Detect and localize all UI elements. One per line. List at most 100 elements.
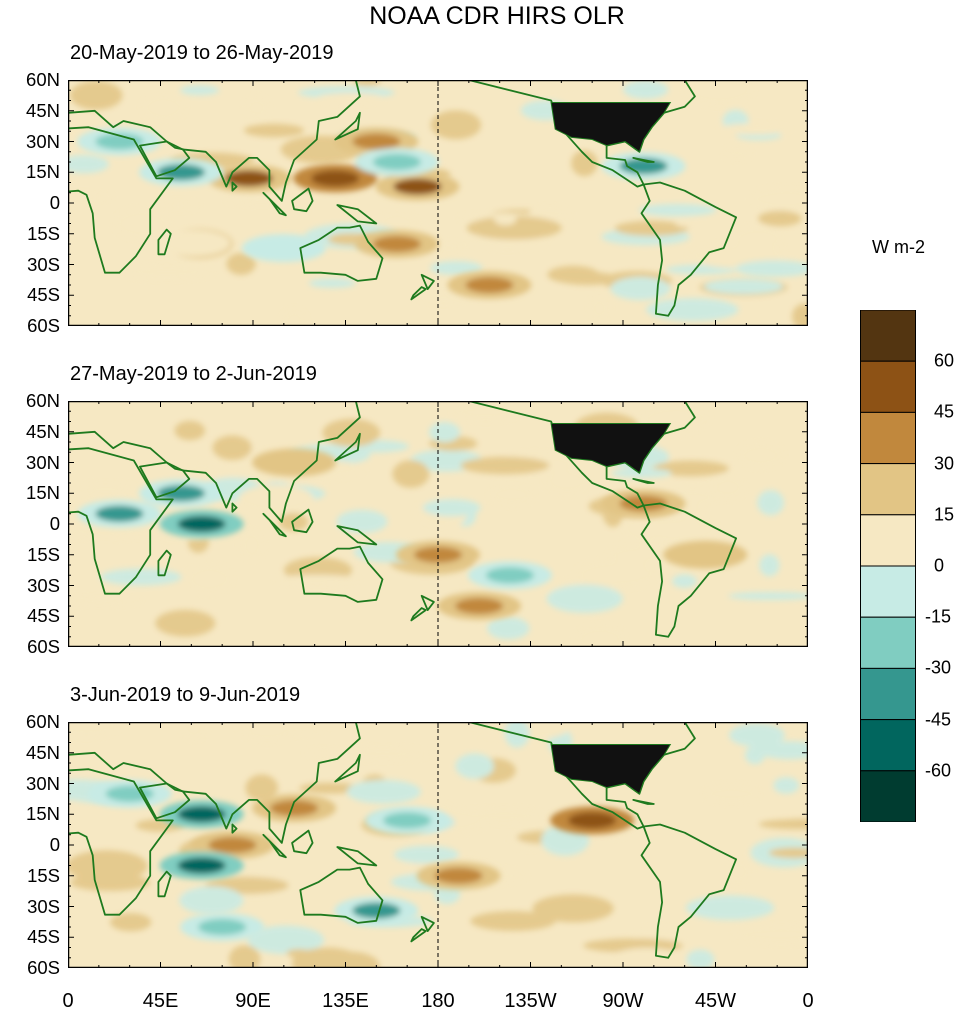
colorbar-tick-label: -45	[925, 709, 952, 730]
anomaly-texture	[212, 435, 252, 460]
anomaly-texture	[756, 741, 808, 760]
anomaly-texture	[773, 777, 800, 794]
anomaly-point	[259, 240, 308, 257]
lat-tick-label: 15N	[26, 803, 60, 825]
anomaly-texture	[185, 563, 233, 595]
coastline-southnz	[410, 928, 427, 943]
anomaly-texture	[792, 303, 808, 326]
lon-tick-label: 180	[421, 990, 455, 1012]
anomaly-texture	[703, 783, 760, 804]
anomaly-texture	[336, 509, 388, 534]
anomaly-texture	[68, 597, 142, 606]
colorbar	[860, 310, 916, 822]
anomaly-point	[414, 546, 462, 563]
coastline-cuba	[632, 799, 655, 805]
usa-states	[550, 423, 672, 474]
anomaly-texture	[68, 154, 109, 174]
panel-2-period-label: 27-May-2019 to 2-Jun-2019	[70, 363, 317, 385]
coastline-borneo	[291, 829, 314, 855]
anomaly-texture	[181, 722, 208, 741]
anomaly-texture	[180, 85, 220, 96]
anomaly-texture	[494, 212, 517, 226]
anomaly-texture	[728, 592, 808, 600]
coastline-borneo	[291, 187, 314, 213]
anomaly-texture	[686, 949, 715, 968]
lat-tick-label: 15S	[27, 543, 60, 565]
coastline-cuba	[632, 157, 655, 163]
coastline-africa	[68, 447, 174, 595]
anomaly-texture	[608, 543, 678, 565]
anomaly-texture	[247, 925, 325, 955]
anomaly-texture	[286, 949, 312, 958]
panel-3-period-label: 3-Jun-2019 to 9-Jun-2019	[70, 684, 301, 706]
colorbar-swatch	[860, 310, 916, 362]
anomaly-texture	[587, 295, 611, 322]
colorbar-tick-label: -60	[925, 760, 952, 781]
anomaly-point	[95, 133, 144, 150]
colorbar-tick-label: 60	[934, 350, 955, 371]
coastline-arabia	[139, 461, 191, 499]
anomaly-texture	[774, 818, 808, 828]
colorbar-tick-label: 45	[934, 401, 955, 422]
lat-tick-label: 0	[49, 513, 60, 534]
anomaly-texture	[119, 264, 215, 280]
coastline-africa	[68, 768, 174, 916]
anomaly-texture	[239, 529, 265, 561]
anomaly-texture	[70, 874, 151, 891]
coastline-srilanka	[231, 823, 238, 834]
coastline-sumatra	[262, 512, 287, 538]
anomaly-texture	[674, 217, 698, 228]
coastline-southamerica	[640, 181, 737, 317]
colorbar-tick-label: -15	[925, 606, 952, 627]
colorbar-tick-label: 30	[934, 453, 955, 474]
anomaly-point	[485, 567, 534, 584]
coastline-eurasia	[68, 80, 361, 202]
anomaly-texture	[685, 895, 775, 920]
coastline-madagascar	[157, 870, 172, 898]
anomaly-texture	[156, 200, 200, 211]
anomaly-texture	[68, 850, 148, 882]
anomaly-point	[224, 170, 273, 187]
lat-tick-label: 60S	[27, 636, 60, 657]
coastline-nz	[420, 594, 435, 611]
anomaly-texture	[323, 951, 380, 968]
lat-tick-label: 0	[49, 834, 60, 855]
anomaly-texture	[69, 80, 123, 110]
anomaly-texture	[489, 482, 535, 506]
anomaly-texture	[768, 847, 808, 859]
colorbar-tick-label: -30	[925, 657, 952, 678]
anomaly-texture	[226, 252, 256, 275]
anomaly-texture	[274, 574, 361, 585]
lon-tick-label: 0	[62, 990, 74, 1012]
anomaly-texture	[174, 420, 206, 441]
anomaly-texture	[353, 80, 381, 87]
anomaly-texture	[68, 722, 120, 738]
anomaly-texture	[759, 554, 780, 577]
anomaly-texture	[610, 468, 672, 478]
anomaly-point	[568, 812, 617, 829]
anomaly-texture	[737, 442, 784, 469]
coastline-eurasia	[68, 722, 361, 844]
anomaly-texture	[605, 947, 687, 968]
lat-tick-label: 60N	[26, 711, 60, 732]
anomaly-texture	[236, 722, 329, 736]
coastline-srilanka	[231, 181, 238, 192]
coastline-borneo	[291, 508, 314, 534]
colorbar-swatch	[860, 667, 916, 721]
anomaly-point	[157, 485, 206, 502]
anomaly-texture	[228, 945, 261, 968]
anomaly-texture	[243, 95, 270, 120]
colorbar-swatch	[860, 514, 916, 567]
lat-tick-label: 30S	[27, 574, 60, 596]
lat-tick-label: 30N	[26, 130, 60, 152]
anomaly-point	[681, 546, 730, 563]
panel-1-period-label: 20-May-2019 to 26-May-2019	[70, 42, 334, 64]
anomaly-texture	[417, 291, 470, 304]
anomaly-point	[393, 178, 442, 195]
coastline-japan	[334, 111, 361, 141]
coastline-africa	[68, 126, 174, 274]
anomaly-texture	[316, 92, 386, 105]
anomaly-point	[270, 800, 319, 817]
anomaly-texture	[466, 216, 562, 240]
anomaly-texture	[749, 186, 808, 212]
